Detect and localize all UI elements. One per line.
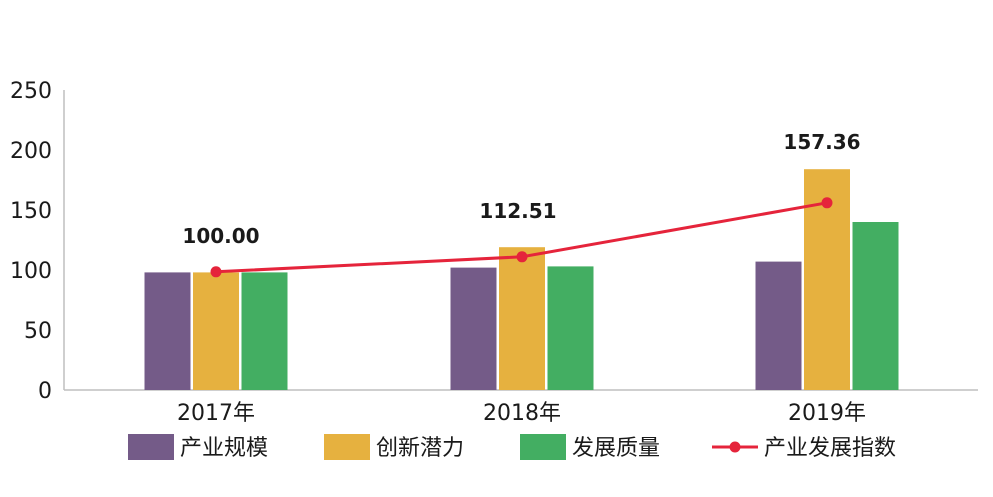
legend-label-2: 创新潜力 xyxy=(376,436,464,461)
bar-3-3 xyxy=(852,222,899,390)
x-category-label-3: 2019年 xyxy=(788,401,866,426)
y-tick-label-50: 50 xyxy=(24,319,52,344)
index-data-label-1: 100.00 xyxy=(182,224,259,248)
y-tick-label-250: 250 xyxy=(10,79,52,104)
bars xyxy=(144,169,899,390)
index-data-label-3: 157.36 xyxy=(783,130,860,154)
index-point-1 xyxy=(210,266,222,278)
bar-1-3 xyxy=(755,261,802,390)
legend-label-3: 发展质量 xyxy=(572,436,660,461)
index-line-layer: 100.00 112.51 157.36 xyxy=(182,130,861,278)
y-axis-ticks: 0 50 100 150 200 250 xyxy=(10,79,52,404)
y-tick-label-150: 150 xyxy=(10,199,52,224)
y-tick-label-0: 0 xyxy=(38,379,52,404)
bar-3-1 xyxy=(241,272,288,390)
legend-swatch-3 xyxy=(520,434,566,460)
y-tick-label-200: 200 xyxy=(10,139,52,164)
bar-2-1 xyxy=(193,272,239,390)
bar-2-2 xyxy=(499,247,545,390)
bar-1-2 xyxy=(450,267,497,390)
index-data-label-2: 112.51 xyxy=(479,199,556,223)
index-point-3 xyxy=(821,197,833,209)
legend-label-1: 产业规模 xyxy=(180,436,268,461)
x-category-label-1: 2017年 xyxy=(177,401,255,426)
y-tick-label-100: 100 xyxy=(10,259,52,284)
legend-label-4: 产业发展指数 xyxy=(764,436,896,461)
x-category-label-2: 2018年 xyxy=(483,401,561,426)
legend-swatch-1 xyxy=(128,434,174,460)
legend-swatch-2 xyxy=(324,434,370,460)
bar-1-1 xyxy=(144,272,191,390)
index-point-2 xyxy=(516,251,528,263)
x-axis-categories: 2017年 2018年 2019年 xyxy=(177,401,866,426)
legend: 产业规模 创新潜力 发展质量 产业发展指数 xyxy=(128,434,896,461)
bar-3-2 xyxy=(547,266,594,390)
legend-line-marker xyxy=(729,441,741,453)
